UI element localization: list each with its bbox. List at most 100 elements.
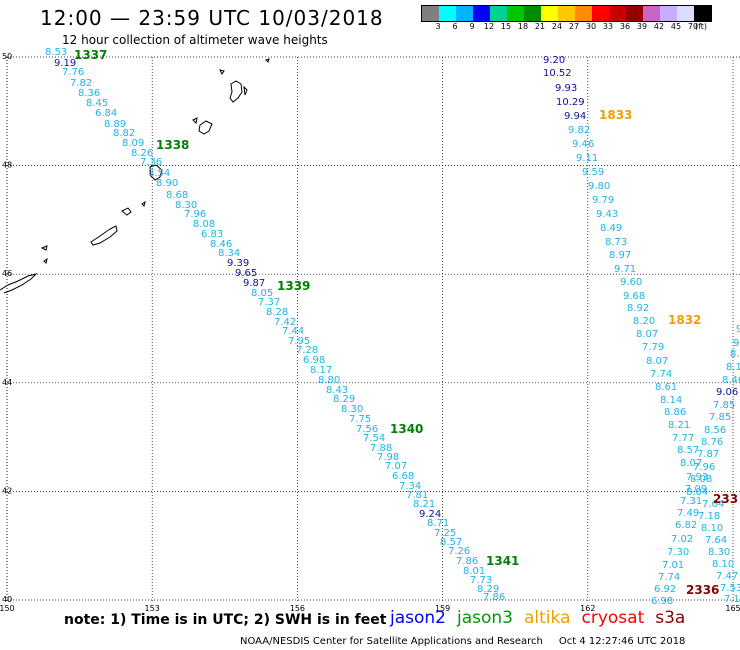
wave-height-value: 8.80 bbox=[318, 375, 340, 386]
island-shape bbox=[90, 225, 118, 246]
wave-height-value: 7.86 bbox=[456, 556, 478, 567]
island-shape bbox=[192, 117, 198, 125]
wave-height-value: 7.81 bbox=[406, 490, 428, 501]
wave-height-value: 8.45 bbox=[86, 98, 108, 109]
wave-height-value: 8.90 bbox=[156, 178, 178, 189]
wave-height-value: 8.43 bbox=[326, 385, 348, 396]
wave-height-value: 9.11 bbox=[576, 153, 598, 164]
wave-height-value: 9.59 bbox=[582, 167, 604, 178]
wave-height-value: 7.53 bbox=[720, 583, 740, 594]
wave-height-value: 8.30 bbox=[341, 404, 363, 415]
color-scale-label: 33 bbox=[602, 22, 614, 31]
color-swatch bbox=[592, 6, 609, 21]
wave-height-value: 7.87 bbox=[697, 449, 719, 460]
latitude-tick-label: 50 bbox=[2, 52, 12, 61]
wave-height-value: 7.88 bbox=[370, 443, 392, 454]
wave-height-value: 8.14 bbox=[660, 395, 682, 406]
island-shape bbox=[243, 85, 248, 96]
wave-height-value: 8.01 bbox=[463, 566, 485, 577]
wave-height-value: 6.98 bbox=[303, 355, 325, 366]
color-swatch bbox=[541, 6, 558, 21]
longitude-tick-label: 159 bbox=[435, 604, 450, 613]
color-scale-label: (ft) bbox=[694, 22, 708, 31]
wave-height-value: 8.34 bbox=[218, 248, 240, 259]
wave-height-value: 8.36 bbox=[78, 88, 100, 99]
longitude-tick-label: 153 bbox=[145, 604, 160, 613]
wave-height-value: 8.71 bbox=[427, 518, 449, 529]
color-scale-label: 27 bbox=[568, 22, 580, 31]
wave-height-value: 8.21 bbox=[413, 499, 435, 510]
pass-time-label: 1338 bbox=[156, 138, 189, 152]
pass-time-label: 2336 bbox=[686, 583, 719, 597]
island-shape bbox=[40, 245, 48, 251]
wave-height-value: 7.95 bbox=[288, 336, 310, 347]
wave-height-value: 8.20 bbox=[633, 316, 655, 327]
wave-height-value: 8.46 bbox=[722, 375, 740, 386]
island-shape bbox=[43, 257, 48, 264]
color-swatch bbox=[626, 6, 643, 21]
wave-height-value: 9 bbox=[736, 324, 740, 335]
wave-height-value: 7.56 bbox=[356, 424, 378, 435]
color-scale-label: 30 bbox=[585, 22, 597, 31]
wave-height-value: 8.97 bbox=[609, 250, 631, 261]
wave-height-value: 8.30 bbox=[708, 547, 730, 558]
color-scale-label: 42 bbox=[653, 22, 665, 31]
wave-height-value: 8.29 bbox=[333, 394, 355, 405]
island-shape bbox=[149, 164, 163, 181]
wave-height-value: 7.1 bbox=[724, 594, 740, 605]
wave-height-value: 8.61 bbox=[655, 382, 677, 393]
wave-height-value: 7.09 bbox=[685, 484, 707, 495]
color-scale-label: 36 bbox=[619, 22, 631, 31]
pass-time-label: 1341 bbox=[486, 554, 519, 568]
color-swatch bbox=[473, 6, 490, 21]
color-scale-label: 45 bbox=[670, 22, 682, 31]
wave-height-value: 7.36 bbox=[140, 157, 162, 168]
color-scale-label: 21 bbox=[534, 22, 546, 31]
island-shape bbox=[198, 120, 213, 135]
wave-height-value: 9.43 bbox=[596, 209, 618, 220]
wave-height-value: 9.71 bbox=[614, 264, 636, 275]
wave-height-value: 7.93 bbox=[686, 472, 708, 483]
wave-height-value: 7.73 bbox=[470, 575, 492, 586]
wave-height-value: 7.02 bbox=[671, 534, 693, 545]
wave-height-value: 7.75 bbox=[349, 414, 371, 425]
color-swatch bbox=[490, 6, 507, 21]
wave-height-value: 7.85 bbox=[713, 400, 735, 411]
island-shape bbox=[229, 80, 243, 103]
color-swatch bbox=[456, 6, 473, 21]
wave-height-value: 7.01 bbox=[662, 560, 684, 571]
coast-shape bbox=[0, 273, 38, 294]
wave-height-value: 8.76 bbox=[701, 437, 723, 448]
island-shape bbox=[265, 58, 270, 63]
wave-height-value: 8.07 bbox=[646, 356, 668, 367]
wave-height-value: 8.09 bbox=[122, 138, 144, 149]
wave-height-value: 10.29 bbox=[556, 97, 585, 108]
color-swatch bbox=[422, 6, 439, 21]
wave-height-value: 7.85 bbox=[709, 412, 731, 423]
pass-time-label: 1833 bbox=[599, 108, 632, 122]
credit-line: NOAA/NESDIS Center for Satellite Applica… bbox=[240, 636, 685, 647]
wave-height-value: 8.28 bbox=[266, 307, 288, 318]
color-scale-label: 3 bbox=[435, 22, 441, 31]
wave-height-value: 8.54 bbox=[148, 168, 170, 179]
longitude-tick-label: 162 bbox=[580, 604, 595, 613]
color-scale-label: 9 bbox=[469, 22, 475, 31]
wave-height-value: 7.98 bbox=[377, 452, 399, 463]
island-shape bbox=[219, 69, 225, 75]
wave-height-value: 8.07 bbox=[680, 458, 702, 469]
wave-height-value: 7.64 bbox=[705, 535, 727, 546]
wave-height-value: 9.80 bbox=[588, 181, 610, 192]
island-shape bbox=[141, 200, 146, 207]
wave-height-value: 7.74 bbox=[650, 369, 672, 380]
wave-height-value: 9.60 bbox=[620, 277, 642, 288]
legend-entry-jason2: jason2 bbox=[390, 608, 446, 628]
wave-height-value: 9.82 bbox=[568, 125, 590, 136]
pass-time-label: 1832 bbox=[668, 313, 701, 327]
legend-entry-jason3: jason3 bbox=[457, 608, 513, 628]
wave-height-value: 8.82 bbox=[113, 128, 135, 139]
wave-height-value: 8.49 bbox=[600, 223, 622, 234]
wave-height-value: 8.: bbox=[730, 349, 740, 360]
coastline bbox=[0, 58, 270, 294]
pass-time-labels: 1337 1338 1339 1340 1341 1833 1832 2336 233 bbox=[74, 48, 738, 597]
